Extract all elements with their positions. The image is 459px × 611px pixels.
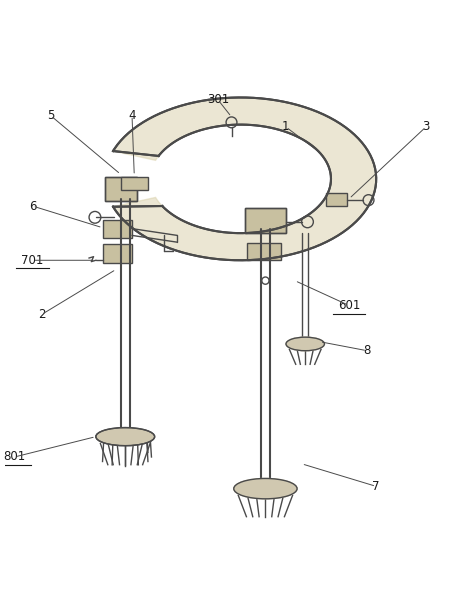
Text: 701: 701 — [22, 254, 44, 267]
Text: 6: 6 — [29, 200, 36, 213]
Bar — [261, 485, 272, 492]
Bar — [245, 208, 286, 233]
Text: 601: 601 — [338, 299, 360, 312]
Text: 801: 801 — [3, 450, 26, 464]
Text: 5: 5 — [47, 109, 54, 122]
Bar — [119, 432, 131, 439]
Text: 1: 1 — [282, 120, 290, 133]
Bar — [105, 177, 136, 202]
Text: 8: 8 — [364, 344, 371, 357]
Bar — [247, 243, 281, 260]
Bar — [103, 219, 132, 238]
Text: 4: 4 — [128, 109, 136, 122]
Bar — [103, 244, 132, 263]
Polygon shape — [113, 98, 376, 260]
Ellipse shape — [286, 337, 325, 351]
Text: 3: 3 — [422, 120, 430, 133]
Text: 301: 301 — [207, 93, 229, 106]
Ellipse shape — [234, 478, 297, 499]
Bar — [245, 208, 286, 233]
Bar — [302, 342, 311, 347]
Text: 2: 2 — [38, 308, 45, 321]
Bar — [326, 193, 347, 206]
Ellipse shape — [96, 428, 155, 445]
Bar — [105, 177, 136, 202]
Bar — [121, 177, 148, 190]
Text: 7: 7 — [372, 480, 380, 493]
